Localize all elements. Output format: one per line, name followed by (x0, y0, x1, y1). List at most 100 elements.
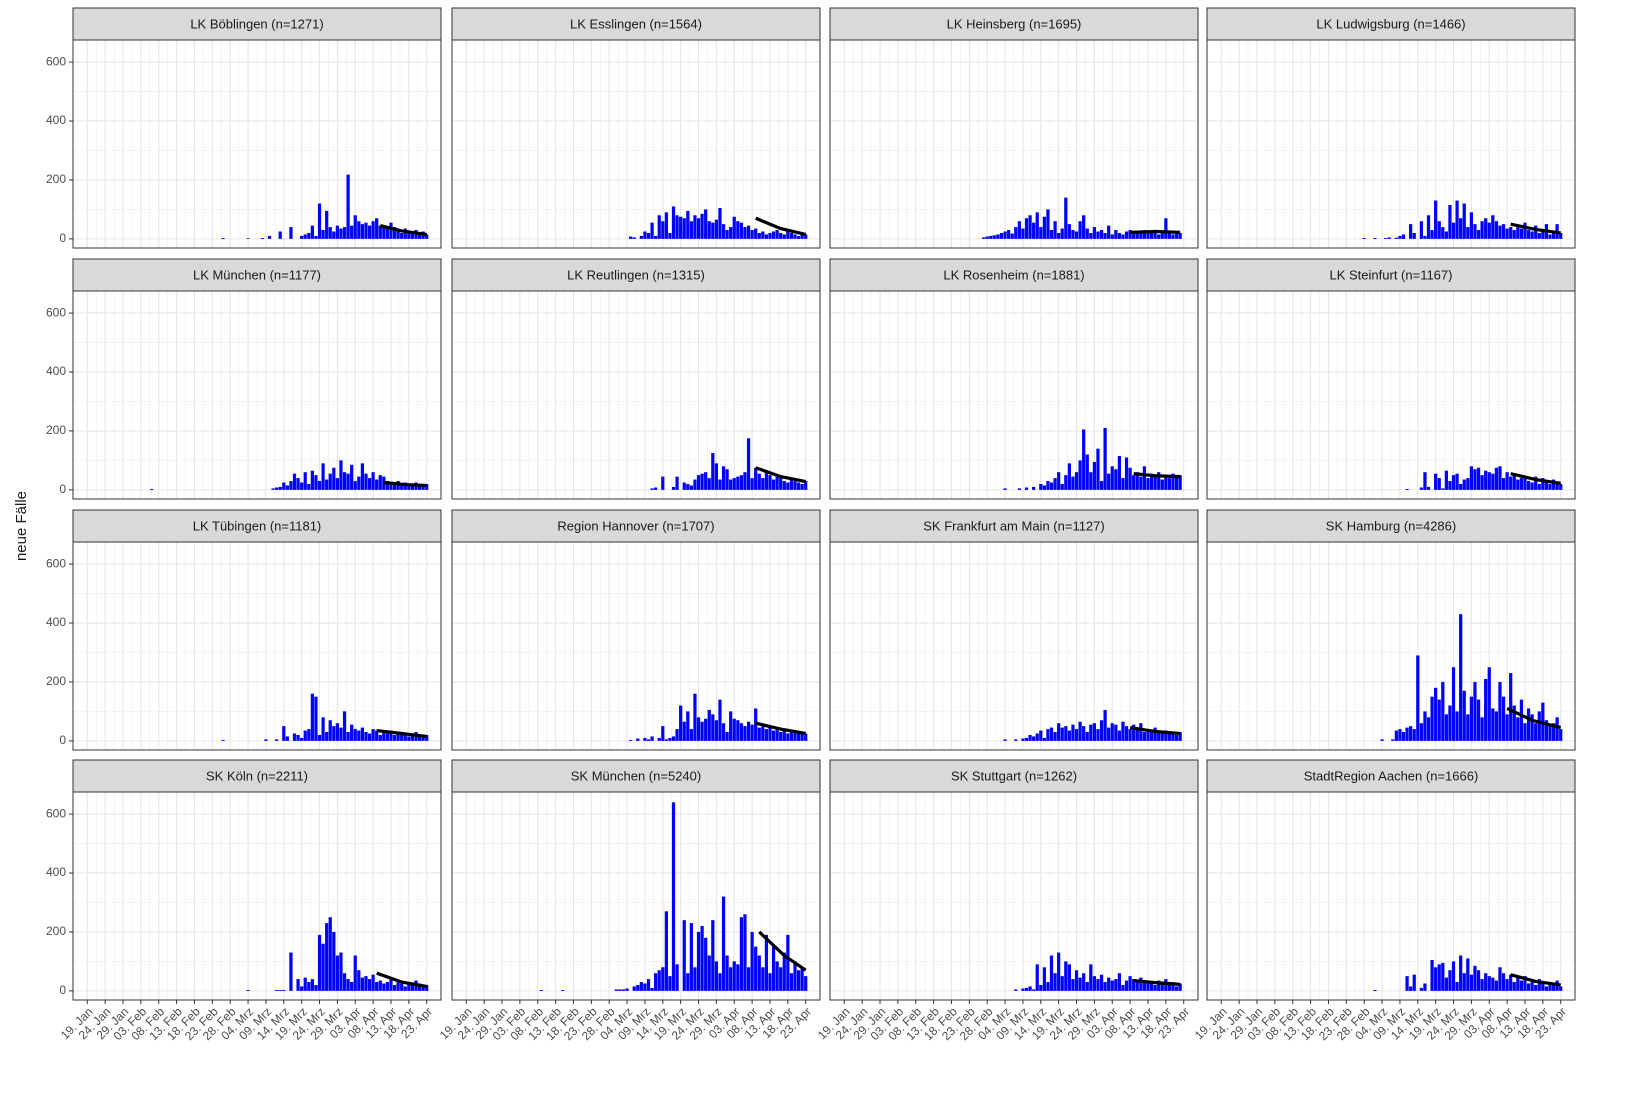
bar (1523, 222, 1527, 239)
bar (1448, 204, 1452, 239)
trend-line (1510, 222, 1561, 235)
bar (1096, 979, 1100, 991)
bar (346, 174, 350, 239)
bar (328, 473, 332, 490)
bar (1451, 222, 1456, 239)
bar (1448, 705, 1452, 741)
bar (1541, 478, 1545, 490)
bar (1160, 983, 1164, 991)
bar (1526, 983, 1531, 991)
bar (1434, 967, 1438, 991)
bar (1451, 475, 1456, 490)
bar (1085, 732, 1089, 741)
bar (264, 739, 268, 741)
bar (1498, 466, 1502, 490)
bar (417, 234, 422, 239)
bar (771, 730, 776, 741)
bar (714, 720, 718, 741)
bar (317, 734, 322, 741)
bar (1157, 980, 1161, 991)
bar (314, 696, 318, 741)
bar (1014, 989, 1018, 991)
bar (325, 923, 329, 991)
bar (389, 979, 393, 991)
bar (1157, 234, 1161, 239)
bar (1121, 721, 1125, 741)
bar (328, 917, 332, 991)
bar (729, 967, 733, 991)
bar (1384, 237, 1388, 239)
bar (761, 724, 765, 741)
bar (407, 483, 411, 490)
panel-title: SK Köln (n=2211) (206, 768, 308, 783)
bar (396, 980, 400, 991)
bar (367, 225, 372, 239)
bar (779, 232, 783, 239)
bar (1494, 467, 1499, 490)
bar (682, 482, 686, 490)
bar (360, 977, 365, 991)
bar (750, 931, 754, 991)
bar (1114, 724, 1118, 741)
bar (664, 911, 668, 991)
bar (364, 732, 368, 741)
bar (771, 946, 776, 991)
bar (1024, 218, 1029, 239)
bar (1551, 479, 1556, 490)
y-tick-label: 600 (46, 305, 66, 319)
bar (793, 481, 797, 490)
bar (407, 736, 411, 741)
bar (1537, 232, 1541, 239)
bar (1078, 460, 1082, 490)
bar (1405, 488, 1409, 490)
bar (1548, 726, 1552, 741)
bar (342, 973, 347, 991)
bar (364, 473, 368, 490)
bar (1132, 232, 1136, 239)
bar (1519, 478, 1524, 490)
bar (1519, 228, 1524, 239)
bar (700, 213, 704, 239)
bar (364, 976, 368, 991)
bar (1451, 667, 1456, 741)
bar (1466, 714, 1470, 741)
bar (1455, 982, 1459, 991)
bar (1149, 730, 1154, 741)
bar (1516, 717, 1520, 741)
bar (392, 227, 397, 239)
bar (782, 481, 786, 490)
bar (1167, 232, 1172, 239)
bar (718, 207, 722, 239)
bar (421, 485, 425, 490)
bar (1067, 224, 1071, 239)
trend-line (1129, 726, 1181, 736)
y-tick-label: 0 (59, 733, 66, 747)
panel-border (1206, 39, 1576, 249)
bar (707, 955, 711, 991)
bar (271, 488, 275, 490)
bar (1509, 476, 1513, 490)
bar (375, 730, 379, 741)
bar (632, 986, 636, 991)
panel-title: SK Stuttgart (n=1262) (951, 768, 1077, 783)
bar (1003, 488, 1007, 490)
bar (1160, 733, 1164, 741)
bar (1491, 708, 1495, 741)
bar (739, 723, 744, 741)
bar (1555, 482, 1559, 490)
bar (1089, 472, 1093, 490)
bar (1491, 473, 1495, 490)
bar (1099, 481, 1104, 490)
bar (1530, 482, 1534, 490)
bar (1117, 973, 1122, 991)
bar (693, 693, 697, 741)
bar (629, 739, 633, 741)
bar (775, 961, 779, 991)
bar (1412, 729, 1416, 741)
bar (346, 473, 350, 490)
bar (650, 736, 654, 741)
bar (1164, 475, 1168, 490)
y-axis-label: neue Fälle (13, 491, 30, 561)
bar (671, 206, 676, 239)
bar (1473, 469, 1477, 490)
